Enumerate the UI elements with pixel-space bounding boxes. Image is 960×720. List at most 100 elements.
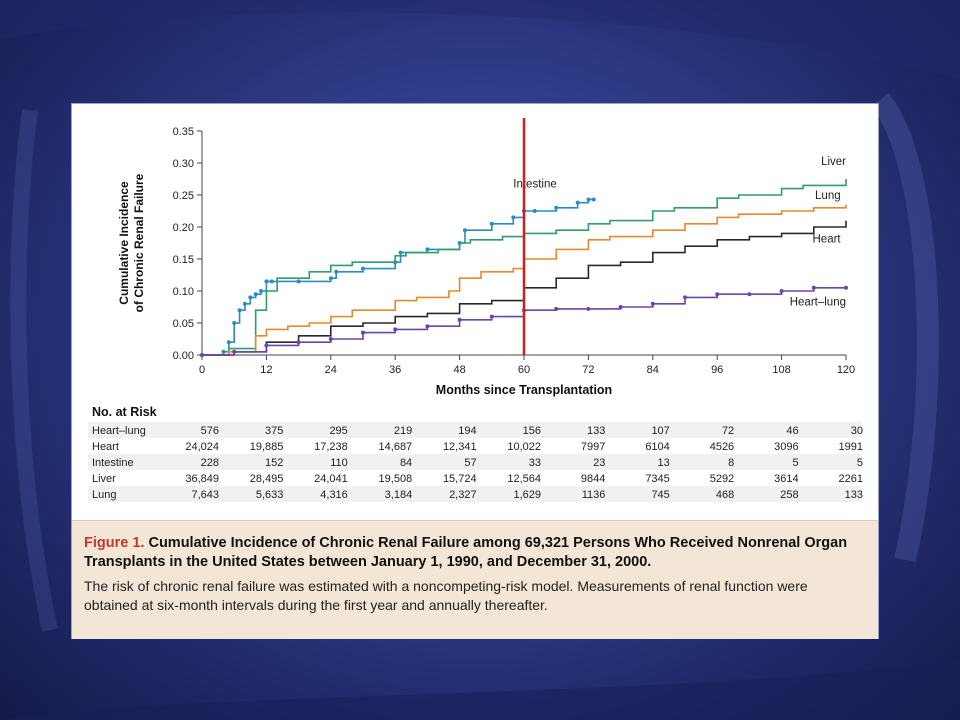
risk-cell: 13 [658, 457, 670, 469]
series-point [226, 340, 231, 345]
x-tick-label: 60 [518, 364, 530, 376]
series-point [328, 276, 333, 281]
series-point [398, 250, 403, 255]
risk-table-title: No. at Risk [92, 405, 157, 419]
risk-cell: 15,724 [443, 473, 477, 485]
risk-cell: 46 [786, 425, 798, 437]
y-tick-label: 0.15 [173, 254, 194, 266]
series-label: Intestine [513, 178, 556, 190]
cumulative-incidence-chart: 0.00 0.05 0.10 0.15 0.20 0.25 0.30 0.35 0 12 24 36 4… [88, 118, 863, 502]
series-point [554, 306, 559, 311]
series-label: Heart [813, 233, 842, 245]
series-point [221, 349, 226, 354]
series-point [425, 324, 430, 329]
risk-cell: 30 [851, 425, 863, 437]
risk-cell: 2261 [839, 473, 863, 485]
series-line-liver [202, 179, 847, 356]
y-tick-label: 0.10 [173, 286, 194, 298]
series-point [296, 340, 301, 345]
risk-cell: 36,849 [185, 473, 219, 485]
risk-cell: 152 [265, 457, 283, 469]
y-tick-label: 0.20 [173, 222, 194, 234]
risk-cell: 9844 [581, 473, 605, 485]
series-point [457, 317, 462, 322]
risk-cell: 19,508 [379, 473, 413, 485]
y-tick-label: 0.35 [173, 126, 194, 138]
risk-cell: 5 [857, 457, 863, 469]
series-point [264, 279, 269, 284]
risk-cell: 745 [651, 489, 669, 501]
risk-row-band [88, 422, 862, 438]
risk-cell: 3096 [774, 441, 798, 453]
risk-cell: 23 [593, 457, 605, 469]
series-point [334, 269, 339, 274]
caption-title: Figure 1. Cumulative Incidence of Chroni… [84, 534, 864, 572]
x-axis-label: Months since Transplantation [436, 383, 612, 397]
risk-cell: 258 [780, 489, 798, 501]
risk-cell: 19,885 [250, 441, 284, 453]
series-point [242, 301, 247, 306]
risk-cell: 156 [523, 425, 541, 437]
risk-row-band [88, 454, 862, 470]
x-tick-label: 108 [772, 364, 790, 376]
series-point [253, 292, 258, 297]
risk-row-band [88, 486, 862, 502]
risk-cell: 1,629 [513, 489, 541, 501]
series-point [296, 279, 301, 284]
series-point [264, 343, 269, 348]
risk-cell: 576 [201, 425, 219, 437]
series-point [779, 289, 784, 293]
series-point [237, 308, 242, 313]
risk-row-label: Lung [92, 489, 116, 501]
series-label: Lung [815, 190, 841, 202]
risk-row-label: Liver [92, 473, 116, 485]
risk-cell: 1991 [839, 441, 863, 453]
series-point [489, 221, 494, 226]
risk-cell: 133 [845, 489, 863, 501]
series-point [586, 306, 591, 311]
series-line-intestine [202, 198, 594, 356]
series-point [511, 215, 516, 220]
figure-caption: Figure 1. Cumulative Incidence of Chroni… [72, 520, 878, 639]
risk-cell: 4526 [710, 441, 734, 453]
series-point [554, 205, 559, 210]
x-tick-label: 72 [582, 364, 594, 376]
y-tick-label: 0.25 [173, 190, 194, 202]
series-point [618, 305, 623, 309]
series-point [269, 279, 274, 284]
risk-cell: 375 [265, 425, 283, 437]
risk-cell: 6104 [645, 441, 669, 453]
risk-cell: 107 [651, 425, 669, 437]
risk-cell: 17,238 [314, 441, 348, 453]
series-point [248, 295, 253, 300]
series-label: Heart–lung [790, 297, 846, 309]
risk-cell: 133 [587, 425, 605, 437]
series-point [361, 330, 365, 335]
series-point [715, 292, 720, 297]
risk-cell: 14,687 [379, 441, 413, 453]
risk-cell: 28,495 [250, 473, 284, 485]
risk-cell: 110 [330, 457, 348, 469]
x-tick-label: 12 [260, 364, 272, 376]
risk-cell: 5292 [710, 473, 734, 485]
risk-cell: 24,041 [314, 473, 348, 485]
risk-cell: 5 [792, 457, 798, 469]
risk-cell: 219 [394, 425, 412, 437]
series-point [844, 285, 848, 290]
risk-row-label: Heart–lung [92, 425, 146, 437]
risk-cell: 8 [728, 457, 734, 469]
risk-cell: 33 [529, 457, 541, 469]
series-point [811, 285, 816, 290]
series-point [747, 292, 752, 297]
y-tick-label: 0.00 [173, 350, 194, 362]
series-point [232, 349, 237, 354]
risk-cell: 12,341 [443, 441, 477, 453]
x-tick-label: 24 [325, 364, 337, 376]
risk-cell: 2,327 [449, 489, 477, 501]
x-tick-label: 48 [453, 364, 465, 376]
series-point [328, 337, 333, 341]
risk-cell: 3614 [774, 473, 798, 485]
risk-cell: 72 [722, 425, 734, 437]
series-point [361, 266, 365, 271]
